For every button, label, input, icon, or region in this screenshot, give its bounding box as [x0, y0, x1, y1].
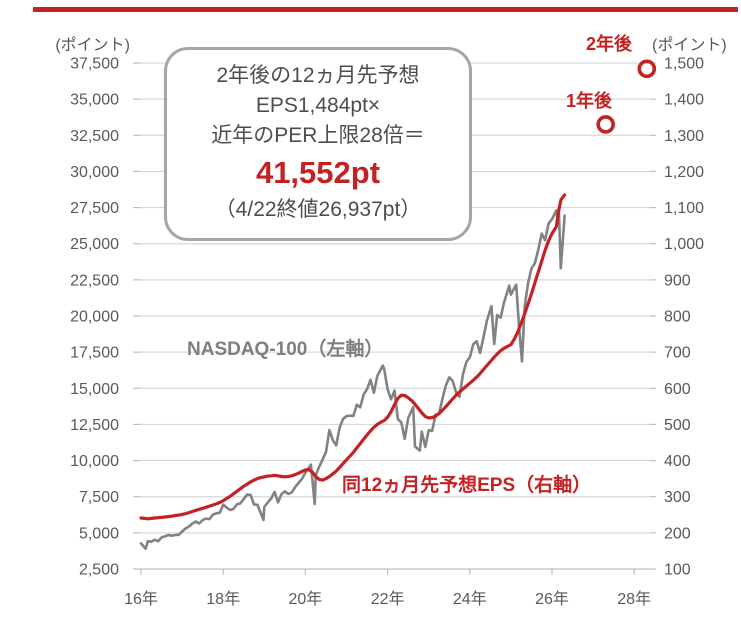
y-axis-right-tick-label: 100 — [664, 562, 691, 579]
nasdaq-series-label: NASDAQ-100（左軸） — [187, 339, 384, 360]
y-axis-left-tick-label: 25,000 — [70, 236, 119, 253]
x-axis-tick-label: 28年 — [617, 590, 651, 608]
y-axis-left-tick-label: 10,000 — [70, 453, 119, 470]
forward-eps-line — [139, 193, 567, 521]
y-axis-right-tick-label: 500 — [664, 417, 691, 434]
y-axis-right-tick-label: 1,200 — [664, 164, 704, 181]
y-axis-right-tick-label: 400 — [664, 453, 691, 470]
y-axis-left-tick-label: 30,000 — [70, 164, 119, 181]
y-axis-right-tick-label: 200 — [664, 525, 691, 542]
right-axis-unit-label: (ポイント) — [652, 37, 727, 54]
y-axis-left-tick-label: 27,500 — [70, 200, 119, 217]
marker-label-2y: 2年後 — [586, 34, 633, 54]
y-axis-right-tick-label: 1,000 — [664, 236, 704, 253]
y-axis-left-tick-label: 2,500 — [79, 562, 119, 579]
callout-close-note: （4/22終値26,937pt） — [214, 198, 422, 221]
y-axis-left-tick-label: 35,000 — [70, 92, 119, 109]
y-axis-left-tick-label: 15,000 — [70, 381, 119, 398]
marker-label-1y: 1年後 — [566, 91, 613, 111]
y-axis-right-tick-label: 700 — [664, 345, 691, 362]
x-axis-tick-label: 20年 — [288, 590, 322, 608]
y-axis-left-tick-label: 22,500 — [70, 272, 119, 289]
callout-line-2: EPS1,484pt× — [255, 94, 381, 117]
top-accent-bar — [33, 7, 738, 12]
forecast-marker-2y — [637, 59, 657, 79]
callout-line-1: 2年後の12ヵ月先予想 — [216, 64, 420, 87]
y-axis-left-tick-label: 7,500 — [79, 489, 119, 506]
eps-series-label: 同12ヵ月先予想EPS（右軸） — [342, 475, 592, 496]
x-axis-tick-label: 18年 — [206, 590, 240, 608]
y-axis-left-tick-label: 32,500 — [70, 128, 119, 145]
callout-line-3: 近年のPER上限28倍＝ — [211, 124, 425, 147]
y-axis-right-tick-label: 600 — [664, 381, 691, 398]
y-axis-left-tick-label: 17,500 — [70, 345, 119, 362]
y-axis-right-tick-label: 800 — [664, 309, 691, 326]
y-axis-right-tick-label: 1,300 — [664, 128, 704, 145]
y-axis-right-tick-label: 1,100 — [664, 200, 704, 217]
y-axis-right-tick-label: 300 — [664, 489, 691, 506]
y-axis-left-tick-label: 12,500 — [70, 417, 119, 434]
x-axis-tick-label: 22年 — [371, 590, 405, 608]
y-axis-right-tick-label: 1,400 — [664, 92, 704, 109]
left-axis-unit-label: (ポイント) — [55, 37, 130, 54]
nasdaq-100-line — [139, 209, 566, 551]
x-axis-tick-label: 26年 — [535, 590, 569, 608]
y-axis-left-tick-label: 37,500 — [70, 56, 119, 73]
y-axis-right-tick-label: 900 — [664, 272, 691, 289]
y-axis-left-tick-label: 5,000 — [79, 525, 119, 542]
y-axis-left-tick-label: 20,000 — [70, 309, 119, 326]
y-axis-right-tick-label: 1,500 — [664, 56, 704, 73]
forecast-callout: 2年後の12ヵ月先予想 EPS1,484pt× 近年のPER上限28倍＝ 41,… — [164, 47, 472, 241]
callout-target-value: 41,552pt — [255, 155, 381, 190]
x-axis-tick-label: 16年 — [124, 590, 158, 608]
forecast-marker-1y — [596, 115, 616, 134]
x-axis-tick-label: 24年 — [453, 590, 487, 608]
